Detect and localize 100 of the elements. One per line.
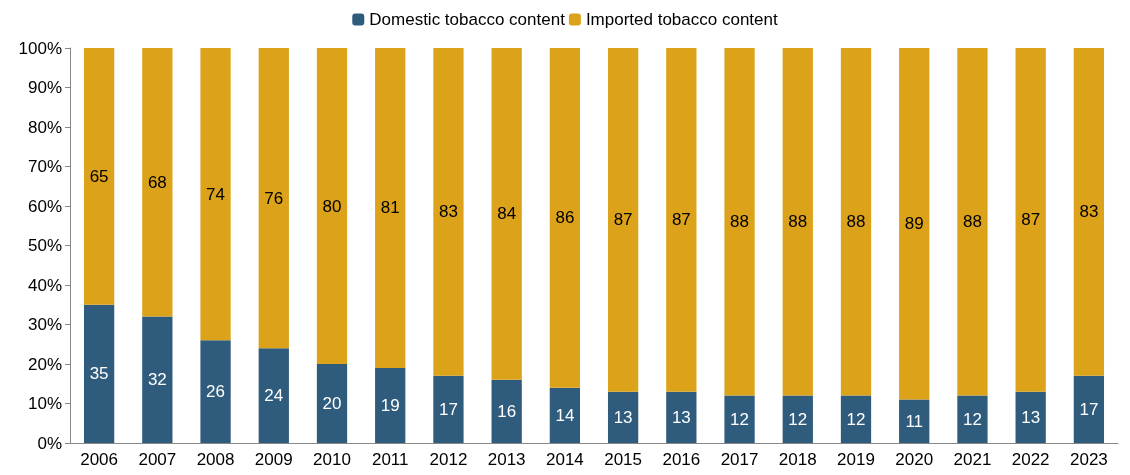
bar [840,395,872,443]
data-label: 13 [613,407,633,427]
bar [142,316,173,443]
data-label: 89 [904,214,924,234]
x-tick-label: 2020 [895,450,934,469]
bar [666,48,697,392]
legend-label: Imported tobacco content [585,10,778,29]
bar [899,48,930,400]
data-label: 86 [555,208,575,228]
bar [1073,48,1105,376]
data-label: 35 [89,364,109,384]
y-tick-label: 90% [27,78,62,97]
bar [666,391,697,443]
y-tick-label: 100% [18,38,62,58]
x-tick-label: 2021 [953,450,992,469]
data-label: 83 [438,202,458,222]
x-tick-label: 2007 [138,450,177,469]
data-label: 80 [322,196,342,216]
bar [724,48,755,396]
x-tick-label: 2006 [80,450,119,469]
y-tick-label: 10% [27,394,62,413]
data-label: 14 [555,405,575,425]
x-tick-label: 2013 [487,450,526,469]
bar [316,48,348,364]
data-label: 26 [206,382,226,402]
data-label: 81 [380,198,400,218]
data-label: 88 [730,212,750,232]
y-tick-label: 50% [27,236,62,255]
data-label: 12 [730,409,750,429]
y-tick-label: 70% [27,157,62,176]
y-tick-label: 30% [27,315,62,334]
x-tick-label: 2012 [429,450,468,469]
data-label: 87 [671,210,691,230]
data-label: 84 [497,204,517,224]
bar [607,391,639,443]
y-tick-label: 80% [27,117,62,137]
bar [375,367,406,443]
data-label: 76 [264,188,284,208]
data-label: 12 [962,409,982,429]
x-tick-label: 2014 [545,450,584,469]
bar [840,48,872,396]
bar [200,48,231,341]
data-label: 65 [89,166,109,186]
data-label: 83 [1079,202,1099,222]
bar [83,304,115,443]
data-label: 24 [264,386,284,406]
data-label: 13 [1021,407,1041,427]
data-label: 12 [788,409,808,429]
bar [433,375,464,443]
x-tick-label: 2017 [720,450,759,469]
data-label: 11 [905,411,924,431]
bar [782,48,813,396]
bar [549,387,581,443]
x-tick-label: 2023 [1069,450,1108,469]
x-tick-label: 2011 [371,450,409,469]
y-tick-label: 20% [27,354,62,374]
data-label: 17 [438,399,458,419]
bar [491,379,522,443]
x-tick-label: 2022 [1011,450,1050,469]
bar [433,48,464,376]
data-label: 32 [147,370,167,390]
bar [200,340,231,443]
bar [258,348,289,443]
bar [607,48,639,392]
x-tick-label: 2010 [313,450,351,469]
bar [957,48,988,396]
data-label: 88 [846,212,866,232]
data-label: 87 [613,210,633,230]
x-tick-label: 2016 [662,450,701,469]
x-tick-label: 2015 [604,450,643,469]
data-label: 87 [1021,210,1041,230]
data-label: 17 [1079,399,1099,419]
bar [1073,375,1105,443]
bar [258,48,289,349]
data-label: 16 [497,401,517,421]
bar [549,48,581,388]
legend-label: Domestic tobacco content [369,10,566,29]
bar [1015,391,1046,443]
y-tick-label: 40% [27,275,62,295]
data-label: 19 [380,395,400,415]
bar [491,48,522,380]
data-label: 74 [206,184,226,204]
data-label: 12 [846,409,866,429]
bar [957,395,988,443]
data-label: 88 [962,212,982,232]
bar [83,48,115,305]
y-tick-label: 0% [37,433,62,453]
x-tick-label: 2019 [837,450,875,469]
bar [1015,48,1046,392]
x-tick-label: 2009 [254,450,293,469]
bar [142,48,173,317]
data-label: 88 [788,212,808,232]
x-tick-label: 2008 [196,450,235,469]
bar [316,364,348,443]
bar [899,399,930,443]
bar [375,48,406,368]
bar [782,395,813,443]
data-label: 20 [322,394,342,413]
bar [724,395,755,443]
x-tick-label: 2018 [778,450,817,469]
